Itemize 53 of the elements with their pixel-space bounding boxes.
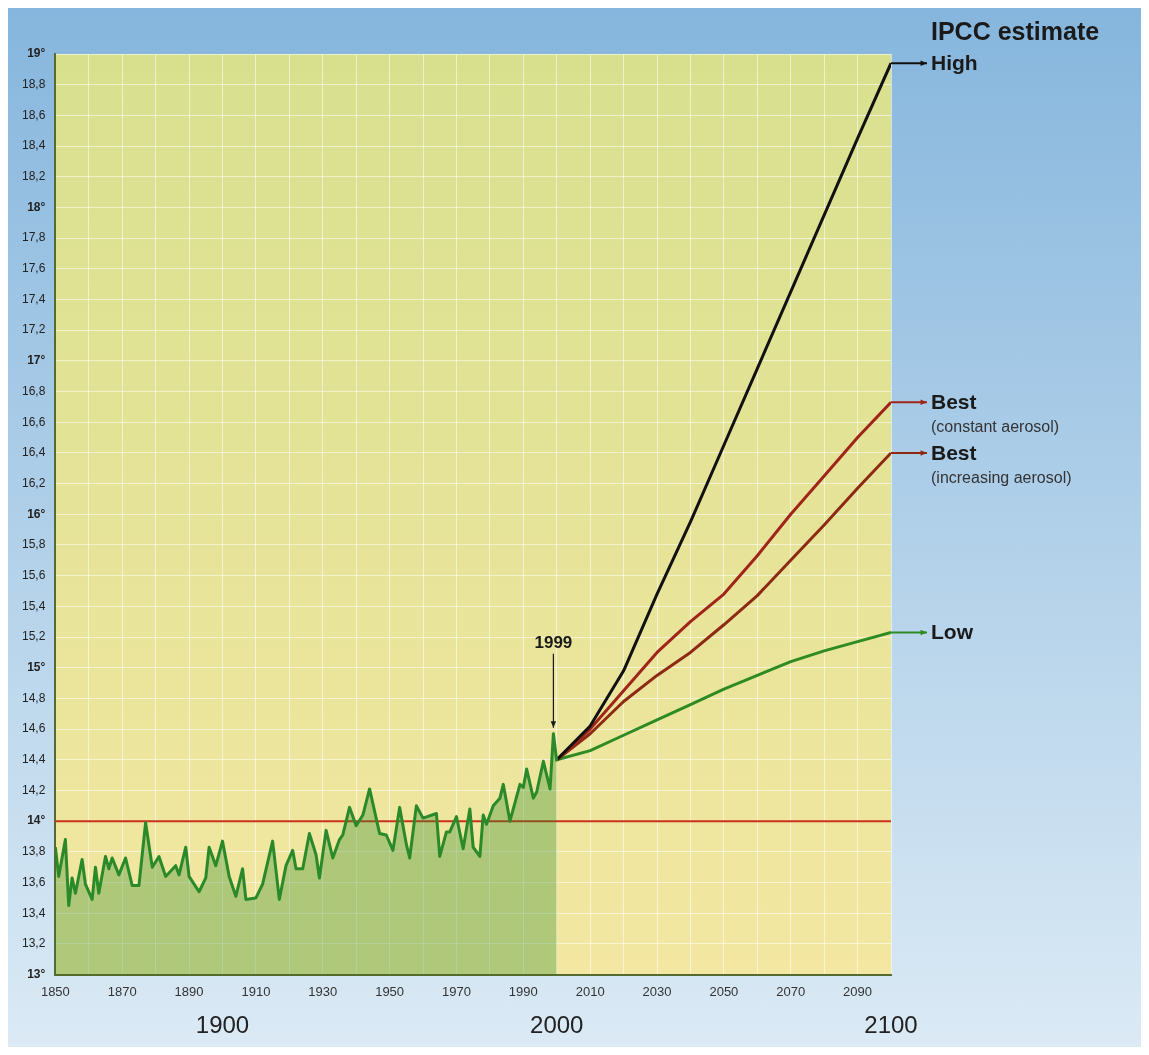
y-tick-label: 14°	[27, 813, 46, 828]
y-tick-label: 18,2	[22, 169, 46, 184]
x-tick-label: 2010	[575, 983, 605, 999]
y-tick-label: 17,6	[22, 261, 46, 276]
y-tick-label: 15°	[27, 660, 46, 675]
y-tick-label: 18°	[27, 199, 46, 214]
y-tick-label: 16,4	[22, 445, 46, 460]
y-tick-label: 15,8	[22, 537, 46, 552]
y-tick-label: 15,4	[22, 598, 46, 613]
y-tick-label: 19°	[27, 46, 46, 61]
y-tick-label: 16,2	[22, 475, 46, 490]
y-tick-label: 13,8	[22, 844, 46, 859]
annotation: 1999	[534, 632, 573, 652]
y-tick-label: 16°	[27, 506, 46, 521]
x2-tick-label: 1900	[195, 1011, 250, 1039]
y-tick-label: 18,8	[22, 77, 46, 91]
y-tick-label: 13,6	[22, 874, 46, 889]
y-tick-label: 18,4	[22, 138, 46, 153]
legend-label: Low	[931, 620, 974, 644]
x-tick-label: 2090	[843, 983, 873, 999]
x2-tick-label: 2100	[864, 1011, 918, 1039]
y-tick-label: 16,8	[22, 383, 46, 398]
x-tick-label: 1910	[241, 983, 271, 999]
y-tick-label: 13°	[27, 966, 46, 981]
y-tick-label: 17,8	[22, 230, 46, 245]
y-tick-label: 16,6	[22, 414, 46, 429]
y-tick-label: 13,4	[22, 905, 46, 920]
x-tick-label: 1990	[508, 983, 538, 999]
x-tick-label: 1970	[442, 983, 471, 999]
y-tick-label: 13,2	[22, 936, 46, 951]
x-tick-label: 2050	[709, 983, 739, 999]
x-tick-label: 1850	[40, 983, 70, 999]
legend-label: Best (constant aerosol)	[931, 390, 1060, 436]
y-tick-label: 15,6	[22, 567, 46, 582]
x-tick-label: 2070	[776, 983, 806, 999]
y-tick-label: 14,6	[22, 721, 46, 736]
x2-tick-label: 2000	[530, 1011, 584, 1039]
y-tick-label: 18,6	[22, 107, 46, 122]
legend-label: High	[931, 51, 978, 75]
y-tick-label: 14,2	[22, 782, 46, 797]
y-tick-label: 14,8	[22, 690, 46, 705]
y-tick-label: 14,4	[22, 752, 46, 767]
y-tick-label: 17,4	[22, 291, 46, 306]
x-tick-label: 1930	[308, 983, 338, 999]
legend-title: IPCC estimate	[931, 17, 1100, 45]
y-tick-label: 17,2	[22, 322, 46, 337]
legend-label: Best (increasing aerosol)	[931, 440, 1072, 486]
x-tick-label: 1870	[107, 983, 137, 999]
x-tick-label: 1950	[375, 983, 405, 999]
x-tick-label: 1890	[174, 983, 204, 999]
y-tick-label: 15,2	[22, 629, 46, 644]
x-tick-label: 2030	[642, 983, 672, 999]
y-tick-label: 17°	[27, 353, 46, 368]
